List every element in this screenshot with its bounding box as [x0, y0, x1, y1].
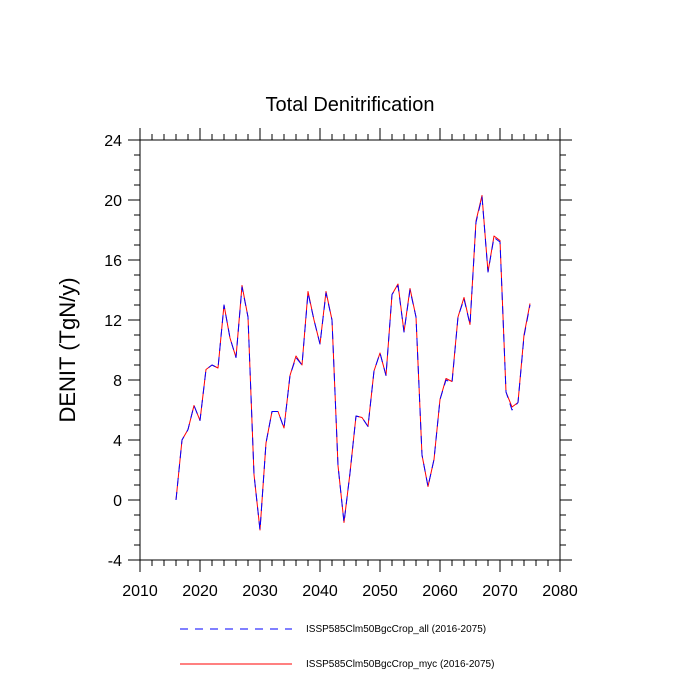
x-tick-label: 2080: [542, 583, 578, 600]
minor-ticks: [134, 134, 566, 566]
series-line-all: [175, 196, 531, 531]
y-tick-label: 20: [104, 193, 122, 210]
y-tick-label: 8: [113, 373, 122, 390]
y-tick-label: 4: [113, 433, 122, 450]
x-tick-label: 2010: [122, 583, 158, 600]
y-tick-label: 0: [113, 493, 122, 510]
plot-frame: [139, 139, 561, 561]
series-layer: [175, 195, 531, 531]
x-tick-label: 2070: [482, 583, 518, 600]
series-line-myc: [175, 195, 531, 531]
legend-label-myc: ISSP585Clm50BgcCrop_myc (2016-2075): [306, 659, 494, 670]
legend-label-all: ISSP585Clm50BgcCrop_all (2016-2075): [306, 624, 486, 635]
x-tick-label: 2050: [362, 583, 398, 600]
legend: ISSP585Clm50BgcCrop_all (2016-2075) ISSP…: [180, 624, 494, 670]
x-tick-label: 2040: [302, 583, 338, 600]
x-tick-label: 2030: [242, 583, 278, 600]
y-tick-label: -4: [108, 553, 122, 570]
major-ticks: [128, 128, 572, 572]
y-tick-label: 24: [104, 133, 122, 150]
chart-title: Total Denitrification: [266, 94, 435, 116]
y-tick-label: 16: [104, 253, 122, 270]
x-tick-label: 2060: [422, 583, 458, 600]
x-tick-label: 2020: [182, 583, 218, 600]
y-axis-label: DENIT (TgN/y): [55, 277, 80, 422]
y-tick-labels: -4 0 4 8 12 16 20 24: [104, 133, 122, 570]
y-tick-label: 12: [104, 313, 122, 330]
x-tick-labels: 2010 2020 2030 2040 2050 2060 2070 2080: [122, 583, 578, 600]
